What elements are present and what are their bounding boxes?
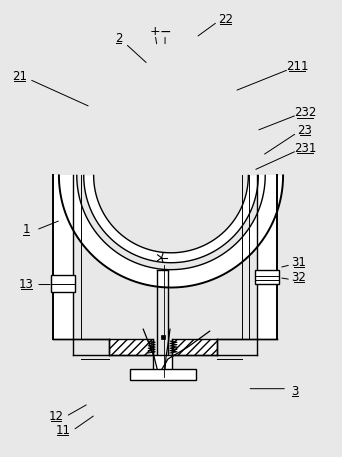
Bar [257, 175, 277, 339]
Text: 12: 12 [49, 410, 64, 423]
Bar [108, 339, 153, 355]
Text: 232: 232 [294, 106, 316, 119]
Bar [255, 270, 279, 283]
Text: +: + [150, 25, 160, 38]
Bar [53, 175, 73, 339]
Text: 22: 22 [218, 13, 233, 26]
Text: 21: 21 [12, 70, 27, 83]
Text: 231: 231 [294, 142, 316, 155]
Text: 1: 1 [23, 223, 30, 236]
Text: 211: 211 [286, 60, 308, 73]
Text: 13: 13 [19, 278, 34, 291]
Bar [53, 175, 73, 339]
Text: 3: 3 [291, 385, 299, 398]
Text: 23: 23 [298, 124, 312, 137]
Wedge shape [84, 175, 258, 263]
Text: 32: 32 [291, 271, 306, 284]
Text: 2: 2 [115, 32, 122, 45]
Bar [172, 339, 216, 355]
Bar [153, 355, 172, 377]
Bar [257, 175, 277, 339]
Bar [172, 339, 216, 355]
Bar [51, 275, 75, 292]
Bar [130, 369, 196, 380]
Text: −: − [159, 25, 171, 38]
Wedge shape [59, 175, 283, 287]
Bar [161, 335, 165, 339]
Text: 11: 11 [55, 424, 70, 437]
Bar [108, 339, 153, 355]
Bar [53, 175, 73, 339]
Text: 31: 31 [291, 256, 306, 269]
